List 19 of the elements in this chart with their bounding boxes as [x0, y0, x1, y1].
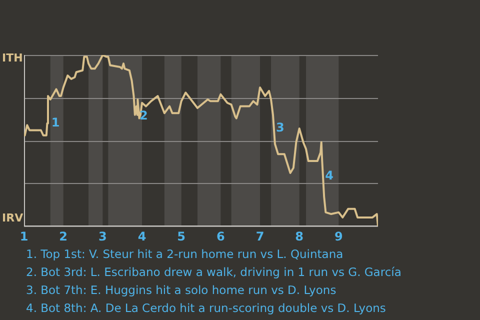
- annotation: 2: [139, 108, 148, 123]
- x-tick-label: 6: [216, 229, 225, 244]
- x-tick-label: 3: [98, 229, 107, 244]
- x-tick-label: 8: [295, 229, 304, 244]
- text: 1. Top 1st: V. Steur hit a 2-run home run vs L. Quintana: [26, 246, 344, 263]
- text: 3. Bot 7th: E. Huggins hit a solo home run vs D. Lyons: [26, 282, 338, 299]
- x-tick-label: 5: [177, 229, 186, 244]
- annotation: 3: [276, 120, 284, 135]
- x-tick-label: 2: [59, 229, 68, 244]
- text: 2. Bot 3rd: L. Escribano drew a walk, driving in 1 run vs G. García: [26, 264, 402, 281]
- text: IRV: [2, 211, 24, 224]
- x-tick-label: 4: [138, 229, 146, 244]
- annotation: 1: [51, 116, 60, 130]
- annotation: 4: [325, 168, 334, 183]
- x-tick-label: 7: [256, 229, 264, 244]
- x-tick-label: 9: [334, 229, 343, 244]
- text: 4. Bot 8th: A. De La Cerdo hit a run-scoring double vs D. Lyons: [26, 300, 387, 317]
- x-tick-label: 1: [20, 229, 28, 244]
- text: ITH: [2, 51, 23, 64]
